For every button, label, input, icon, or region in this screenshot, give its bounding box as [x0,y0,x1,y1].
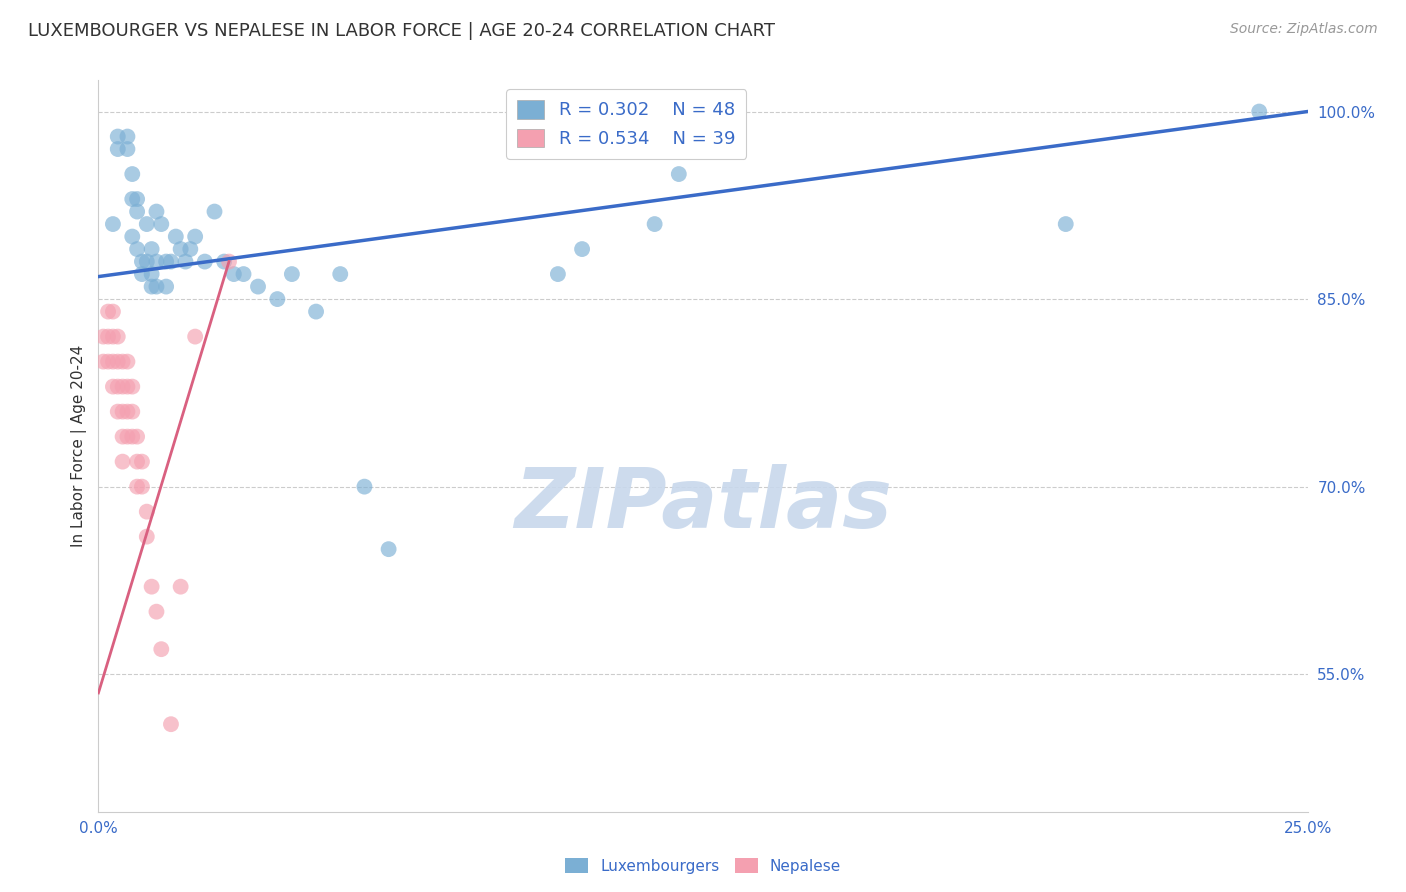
Point [117,142,139,156]
Point [141,267,163,281]
Point [127,204,149,219]
Point [97,304,120,318]
Point [218,254,240,268]
Point [131,254,153,268]
Point [121,404,143,418]
Point [127,242,149,256]
Point [131,455,153,469]
Point [111,354,134,368]
Point [131,480,153,494]
Point [155,279,177,293]
Point [232,267,254,281]
Point [169,242,191,256]
Point [127,480,149,494]
Point [547,267,569,281]
Point [111,429,134,443]
Text: ZIPatlas: ZIPatlas [515,464,891,545]
Point [145,254,167,268]
Point [266,292,288,306]
Point [644,217,666,231]
Point [127,429,149,443]
Point [377,542,399,557]
Point [135,254,157,268]
Point [101,354,124,368]
Point [117,404,139,418]
Point [135,505,157,519]
Point [91,354,114,368]
Point [179,242,201,256]
Point [155,254,177,268]
Point [145,605,167,619]
Point [121,229,143,244]
Point [127,192,149,206]
Point [247,279,270,293]
Point [194,254,217,268]
Point [131,267,153,281]
Point [97,329,120,343]
Point [107,142,129,156]
Point [101,217,124,231]
Point [117,354,139,368]
Y-axis label: In Labor Force | Age 20-24: In Labor Force | Age 20-24 [72,345,87,547]
Point [305,304,328,318]
Point [127,455,149,469]
Point [141,580,163,594]
Point [107,354,129,368]
Text: Source: ZipAtlas.com: Source: ZipAtlas.com [1230,22,1378,37]
Point [141,242,163,256]
Point [281,267,304,281]
Point [135,217,157,231]
Legend: R = 0.302    N = 48, R = 0.534    N = 39: R = 0.302 N = 48, R = 0.534 N = 39 [506,89,747,159]
Point [160,254,183,268]
Point [141,279,163,293]
Point [107,379,129,393]
Point [121,429,143,443]
Legend: Luxembourgers, Nepalese: Luxembourgers, Nepalese [558,852,848,880]
Point [184,329,207,343]
Point [145,204,167,219]
Point [212,254,235,268]
Point [160,717,183,731]
Point [91,329,114,343]
Point [121,192,143,206]
Text: LUXEMBOURGER VS NEPALESE IN LABOR FORCE | AGE 20-24 CORRELATION CHART: LUXEMBOURGER VS NEPALESE IN LABOR FORCE … [28,22,775,40]
Point [668,167,690,181]
Point [107,404,129,418]
Point [117,129,139,144]
Point [150,642,173,657]
Point [101,379,124,393]
Point [117,429,139,443]
Point [571,242,593,256]
Point [107,129,129,144]
Point [107,329,129,343]
Point [121,167,143,181]
Point [169,580,191,594]
Point [150,217,173,231]
Point [329,267,352,281]
Point [111,455,134,469]
Point [222,267,245,281]
Point [353,480,375,494]
Point [174,254,197,268]
Point [97,354,120,368]
Point [101,304,124,318]
Point [121,379,143,393]
Point [135,530,157,544]
Point [111,404,134,418]
Point [145,279,167,293]
Point [111,379,134,393]
Point [117,379,139,393]
Point [184,229,207,244]
Point [101,329,124,343]
Point [1054,217,1077,231]
Point [165,229,187,244]
Point [1249,104,1271,119]
Point [204,204,226,219]
